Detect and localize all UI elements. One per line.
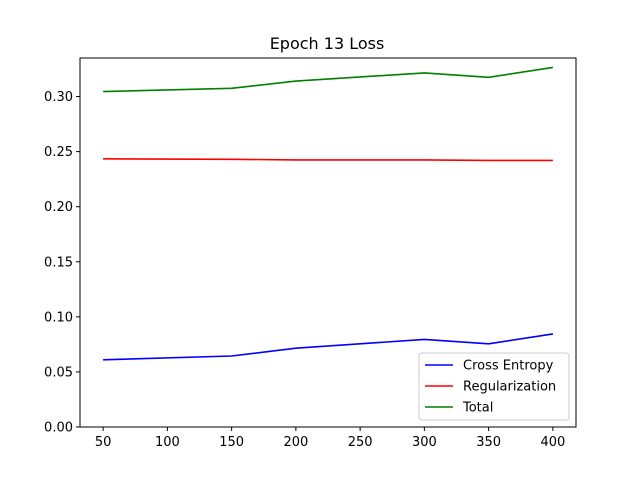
x-tick-label: 200 <box>283 435 308 450</box>
legend-box <box>418 352 570 421</box>
x-tick-label: 300 <box>412 435 437 450</box>
legend-label: Regularization <box>463 380 556 395</box>
series-line-cross-entropy <box>103 333 554 361</box>
series-lines <box>103 66 554 361</box>
y-tick-label: 0.20 <box>44 200 73 215</box>
series-line-total <box>103 66 554 93</box>
x-tick-label: 100 <box>155 435 180 450</box>
plot-frame <box>79 57 577 428</box>
y-tick-label: 0.30 <box>44 90 73 105</box>
y-tick-label: 0.25 <box>44 145 73 160</box>
y-tick-label: 0.05 <box>44 365 73 380</box>
axes: 50 100 150 200 250 300 350 400 0.00 0.05 0.10 0.15 0… <box>44 57 577 450</box>
legend: Cross Entropy Regularization Total <box>418 352 570 421</box>
y-tick-label: 0.15 <box>44 255 73 270</box>
legend-label: Total <box>462 401 493 416</box>
x-tick-label: 150 <box>219 435 244 450</box>
x-tick-label: 400 <box>540 435 565 450</box>
y-tick-label: 0.10 <box>44 310 73 325</box>
x-tick-label: 350 <box>476 435 501 450</box>
series-line-regularization <box>103 158 553 162</box>
x-tick-label: 250 <box>348 435 373 450</box>
chart-title: Epoch 13 Loss <box>270 34 385 53</box>
y-tick-label: 0.00 <box>44 421 73 436</box>
x-tick-label: 50 <box>95 435 112 450</box>
legend-label: Cross Entropy <box>463 359 554 374</box>
